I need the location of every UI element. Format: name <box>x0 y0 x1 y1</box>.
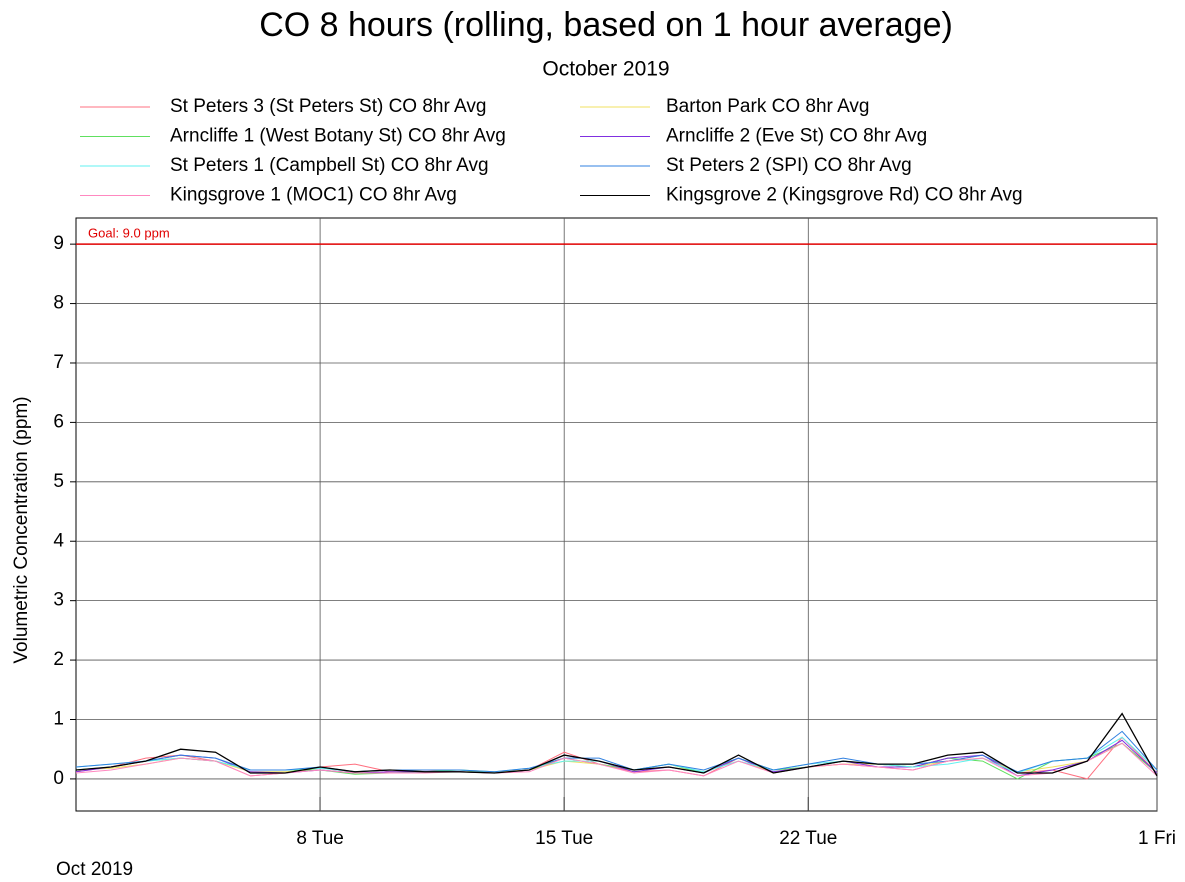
y-tick-label: 9 <box>53 233 64 254</box>
y-axis-label: Volumetric Concentration (ppm) <box>11 396 32 663</box>
legend-label: St Peters 2 (SPI) CO 8hr Avg <box>666 155 912 176</box>
series-line <box>75 712 1158 777</box>
series-line <box>75 742 1158 777</box>
y-tick-label: 1 <box>53 709 64 730</box>
chart-subtitle: October 2019 <box>542 58 669 81</box>
legend-label: Kingsgrove 2 (Kingsgrove Rd) CO 8hr Avg <box>666 185 1023 206</box>
y-tick-label: 4 <box>53 530 64 551</box>
legend-label: Kingsgrove 1 (MOC1) CO 8hr Avg <box>170 185 457 206</box>
x-tick-label: 8 Tue <box>296 828 344 849</box>
legend-label: Barton Park CO 8hr Avg <box>666 96 869 117</box>
y-tick-label: 2 <box>53 649 64 670</box>
y-tick-label: 5 <box>53 471 64 492</box>
x-axis-sublabel: Oct 2019 <box>56 859 133 880</box>
series-line <box>75 730 1158 773</box>
y-tick-label: 8 <box>53 293 64 314</box>
goal-label: Goal: 9.0 ppm <box>88 226 170 241</box>
y-tick-label: 7 <box>53 352 64 373</box>
legend-label: Arncliffe 1 (West Botany St) CO 8hr Avg <box>170 126 506 147</box>
y-tick-label: 6 <box>53 411 64 432</box>
legend-label: St Peters 3 (St Peters St) CO 8hr Avg <box>170 96 486 117</box>
y-tick-label: 3 <box>53 590 64 611</box>
x-tick-label: 1 Fri <box>1138 828 1176 849</box>
x-tick-label: 15 Tue <box>535 828 593 849</box>
chart-title: CO 8 hours (rolling, based on 1 hour ave… <box>259 6 953 44</box>
legend-label: Arncliffe 2 (Eve St) CO 8hr Avg <box>666 126 927 147</box>
legend-label: St Peters 1 (Campbell St) CO 8hr Avg <box>170 155 489 176</box>
y-tick-label: 0 <box>53 768 64 789</box>
x-tick-label: 22 Tue <box>779 828 837 849</box>
plot-area <box>75 217 1158 812</box>
